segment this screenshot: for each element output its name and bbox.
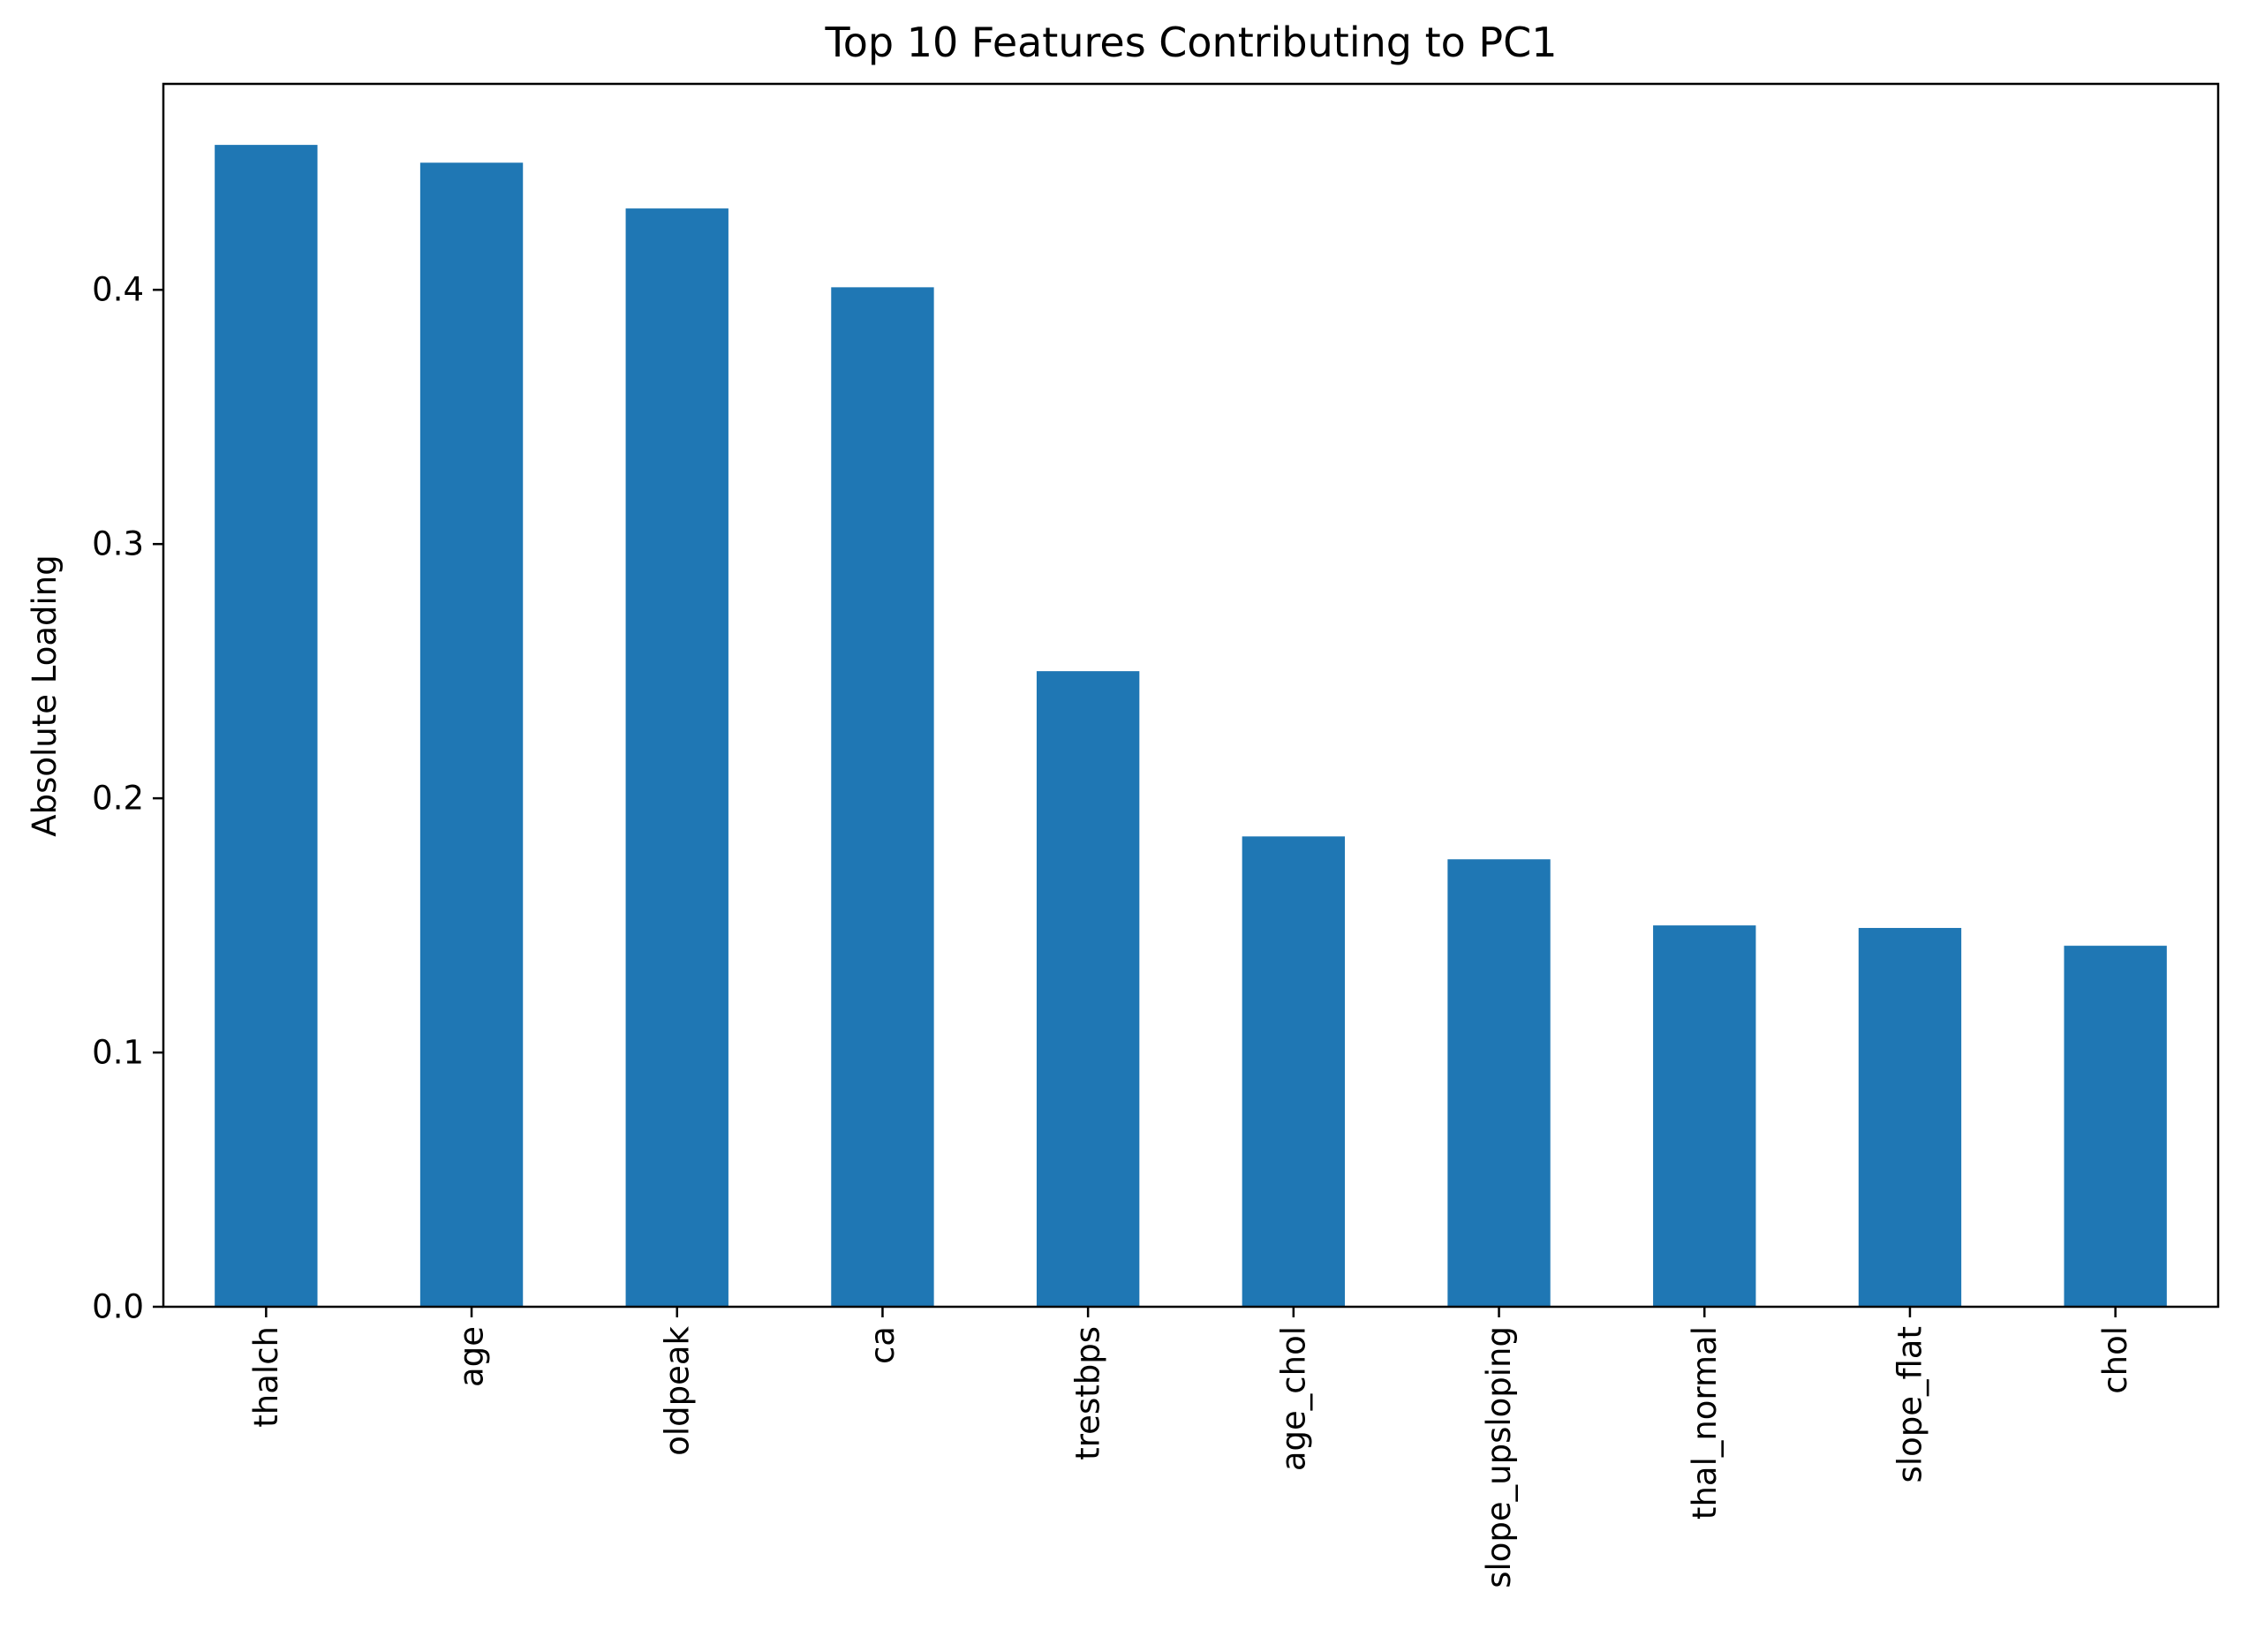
- bar-oldpeak: [625, 208, 728, 1308]
- bar-thal-normal: [1653, 925, 1756, 1307]
- bar-trestbps: [1036, 671, 1140, 1307]
- x-tick-label: slope_upsloping: [1480, 1326, 1518, 1588]
- x-tick-label: age_chol: [1274, 1326, 1312, 1471]
- chart-title: Top 10 Features Contributing to PC1: [824, 19, 1557, 66]
- y-tick-label: 0.2: [92, 780, 144, 818]
- bar-ca: [831, 287, 934, 1308]
- bar-chol: [2064, 946, 2167, 1307]
- y-tick-label: 0.1: [92, 1034, 144, 1072]
- bar-age-chol: [1242, 836, 1346, 1307]
- x-axis-ticks: thalch age oldpeak ca trestbps age_chol slope_…: [247, 1307, 2134, 1588]
- x-tick-label: thal_normal: [1686, 1326, 1724, 1520]
- x-tick-label: trestbps: [1069, 1326, 1107, 1460]
- bar-slope-flat: [1858, 927, 1962, 1307]
- bar-slope-upsloping: [1447, 859, 1551, 1307]
- x-tick-label: ca: [864, 1326, 902, 1364]
- x-tick-label: chol: [2096, 1326, 2134, 1394]
- y-tick-label: 0.3: [92, 525, 144, 563]
- y-axis-ticks: 0.0 0.1 0.2 0.3 0.4: [92, 271, 163, 1326]
- bars-layer: [215, 145, 2167, 1308]
- x-tick-label: thalch: [247, 1326, 285, 1428]
- x-tick-label: slope_flat: [1891, 1326, 1929, 1482]
- bar-age: [419, 162, 524, 1307]
- y-tick-label: 0.4: [92, 271, 144, 309]
- x-tick-label: age: [453, 1326, 491, 1387]
- y-tick-label: 0.0: [92, 1288, 144, 1326]
- plot-area-frame: [162, 82, 2220, 1309]
- y-axis-label: Absolute Loading: [26, 554, 64, 836]
- x-tick-label: oldpeak: [658, 1325, 696, 1455]
- bar-thalch: [215, 145, 318, 1307]
